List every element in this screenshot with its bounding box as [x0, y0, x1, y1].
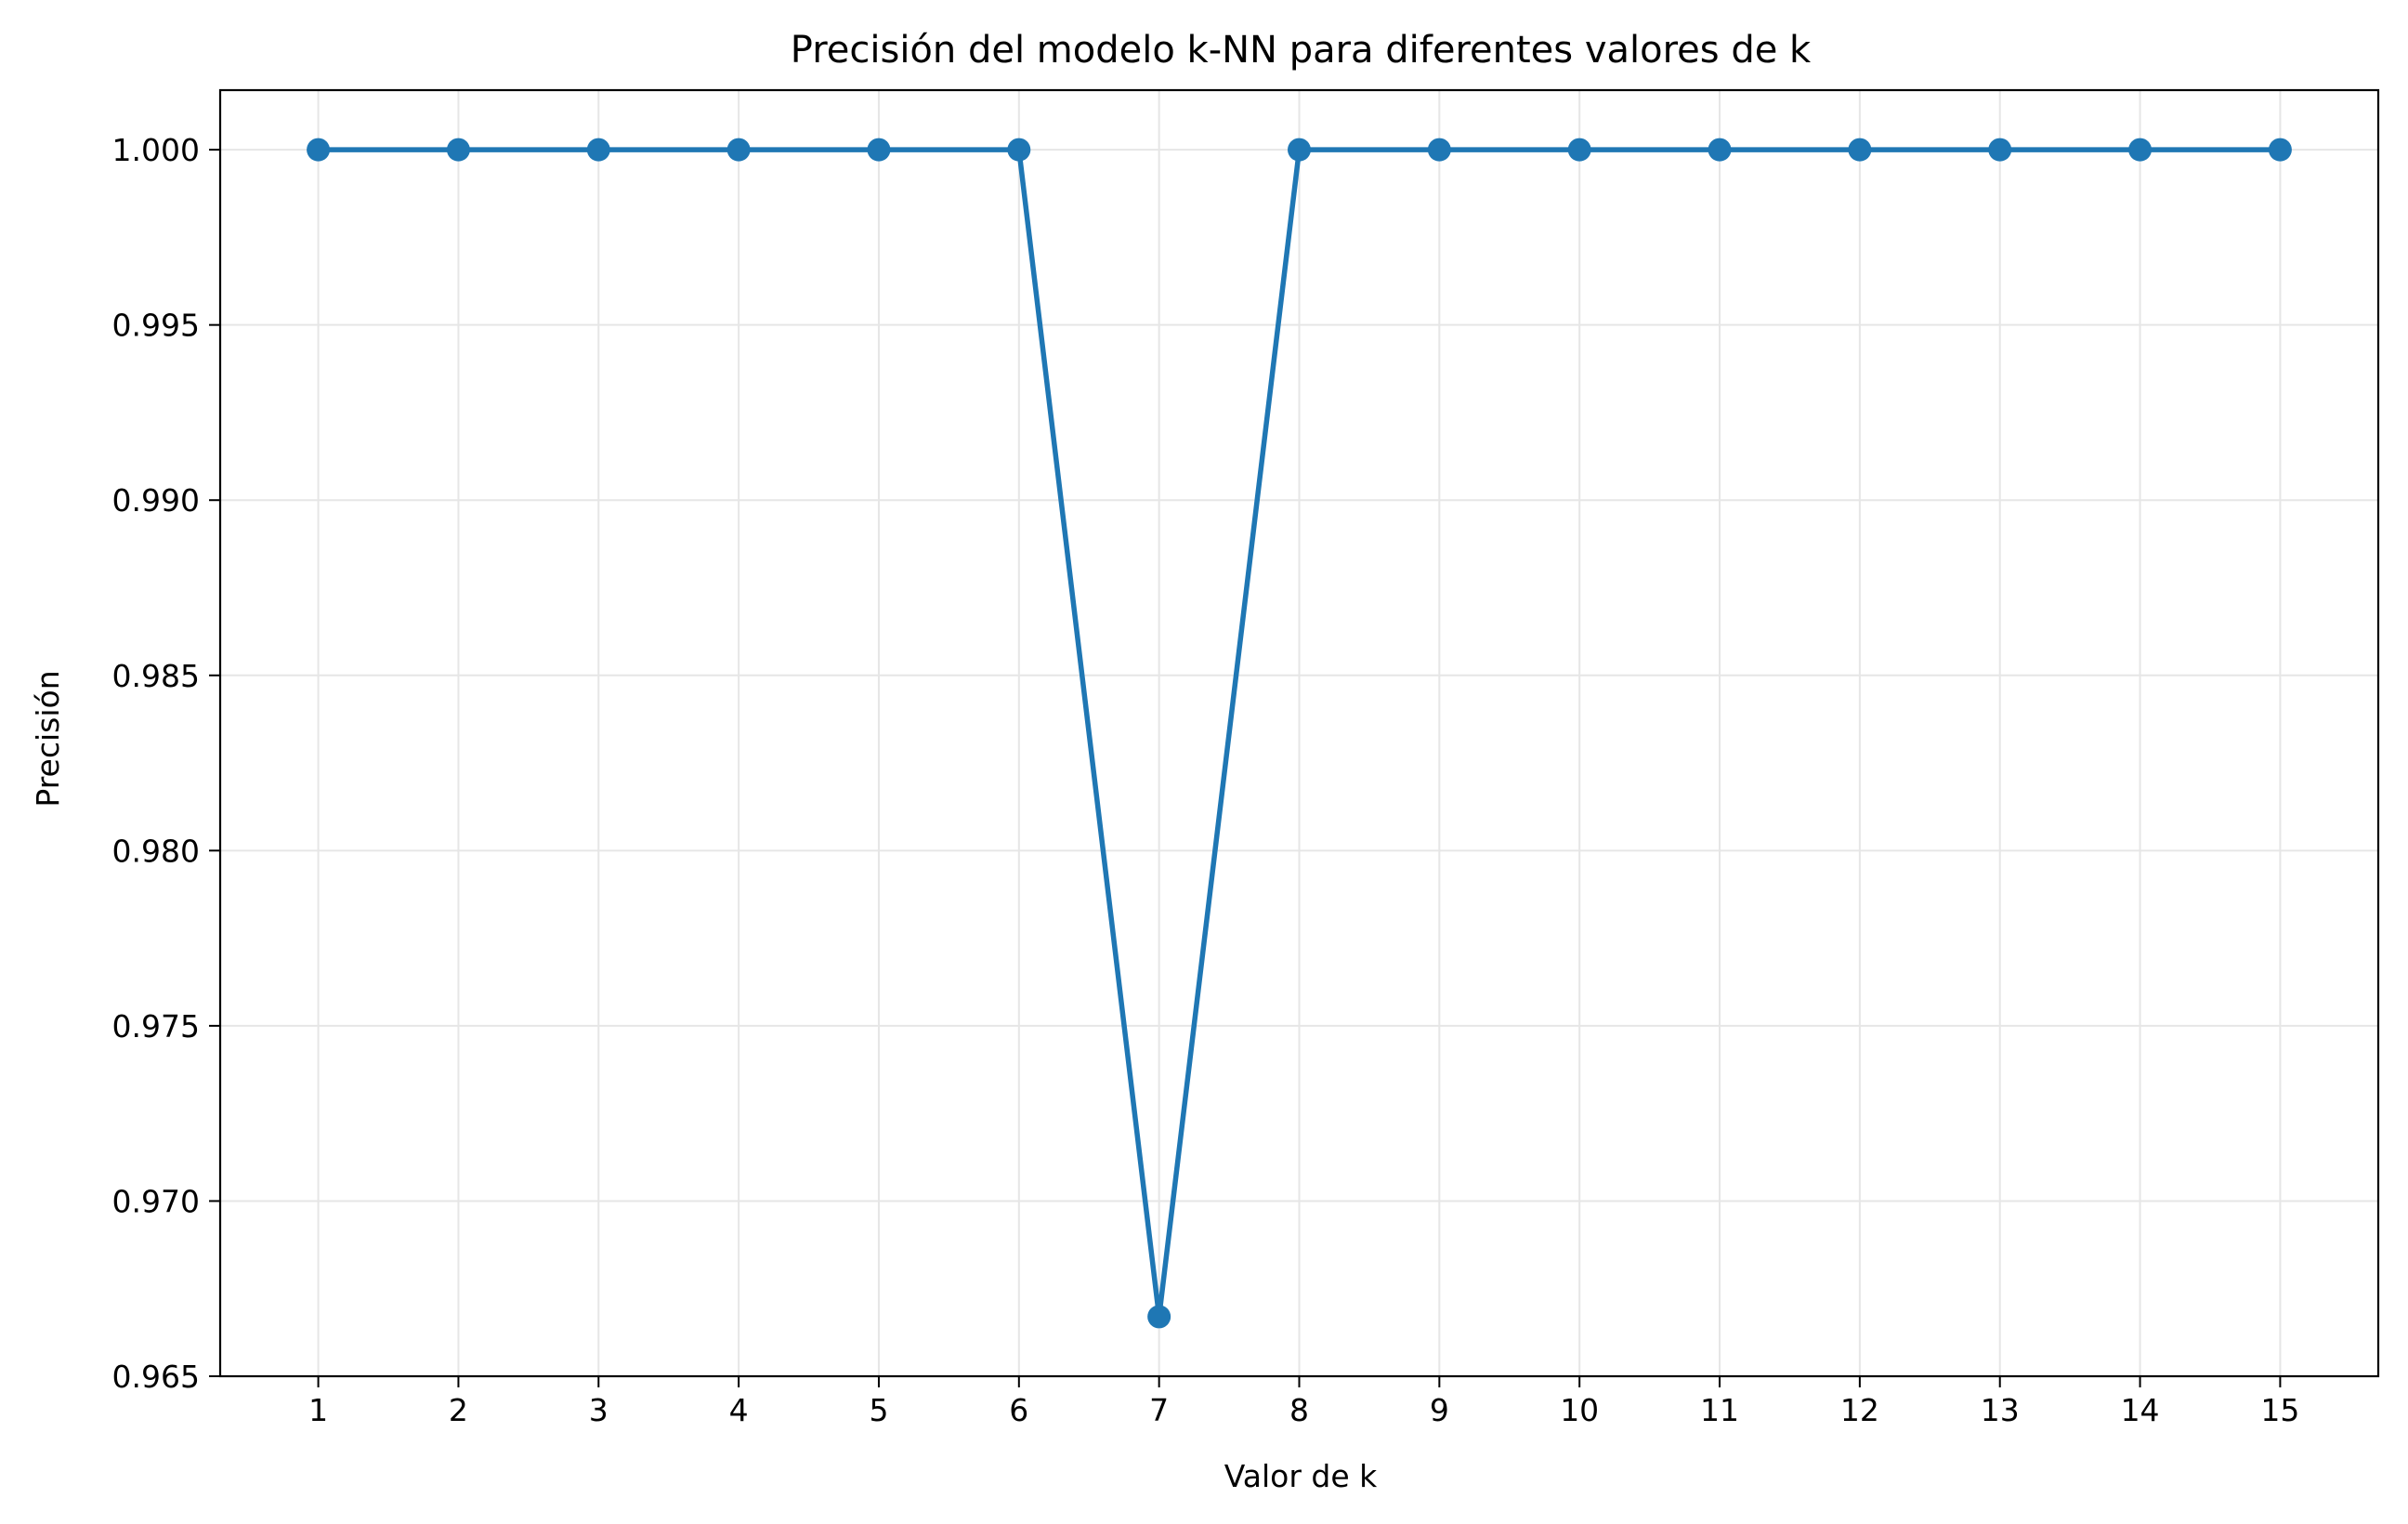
x-tick-label: 8 [1289, 1392, 1309, 1428]
x-tick-label: 6 [1009, 1392, 1028, 1428]
x-tick-label: 4 [729, 1392, 749, 1428]
y-tick-label: 0.970 [112, 1183, 200, 1219]
y-tick-label: 0.965 [112, 1359, 200, 1395]
y-tick-label: 0.990 [112, 482, 200, 519]
data-point [2268, 138, 2292, 162]
x-tick-label: 14 [2121, 1392, 2160, 1428]
data-point [586, 138, 610, 162]
x-tick-label: 7 [1149, 1392, 1169, 1428]
y-tick-label: 0.985 [112, 658, 200, 694]
y-tick-label: 0.975 [112, 1008, 200, 1044]
data-point [1007, 138, 1031, 162]
data-point [1147, 1305, 1171, 1329]
grid-layer [220, 90, 2378, 1377]
data-point [1427, 138, 1451, 162]
x-tick-label: 2 [449, 1392, 468, 1428]
y-tick-label: 0.995 [112, 308, 200, 344]
x-tick-label: 5 [869, 1392, 888, 1428]
data-point [1848, 138, 1872, 162]
x-tick-label: 9 [1430, 1392, 1449, 1428]
data-point [1708, 138, 1732, 162]
x-tick-label: 3 [589, 1392, 609, 1428]
chart-title: Precisión del modelo k-NN para diferente… [791, 29, 1812, 72]
data-point [726, 138, 751, 162]
y-tick-label: 1.000 [112, 132, 200, 168]
x-axis-title: Valor de k [1224, 1458, 1378, 1494]
data-point [867, 138, 891, 162]
y-tick-label: 0.980 [112, 833, 200, 869]
x-tick-label: 11 [1700, 1392, 1739, 1428]
data-point [307, 138, 331, 162]
series-layer [307, 138, 2292, 1329]
data-point [2128, 138, 2153, 162]
x-tick-label: 13 [1981, 1392, 2020, 1428]
ticks-layer: 1 2 3 4 5 6 7 8 9 10 11 12 13 14 150.9650.9700.9750.98… [112, 132, 2300, 1428]
x-tick-label: 1 [308, 1392, 328, 1428]
data-point [1988, 138, 2012, 162]
data-point [1288, 138, 1311, 162]
data-point [1567, 138, 1591, 162]
data-point [446, 138, 470, 162]
x-tick-label: 10 [1560, 1392, 1599, 1428]
x-tick-label: 15 [2260, 1392, 2299, 1428]
y-axis-title: Precisión [30, 670, 66, 807]
x-tick-label: 12 [1840, 1392, 1879, 1428]
